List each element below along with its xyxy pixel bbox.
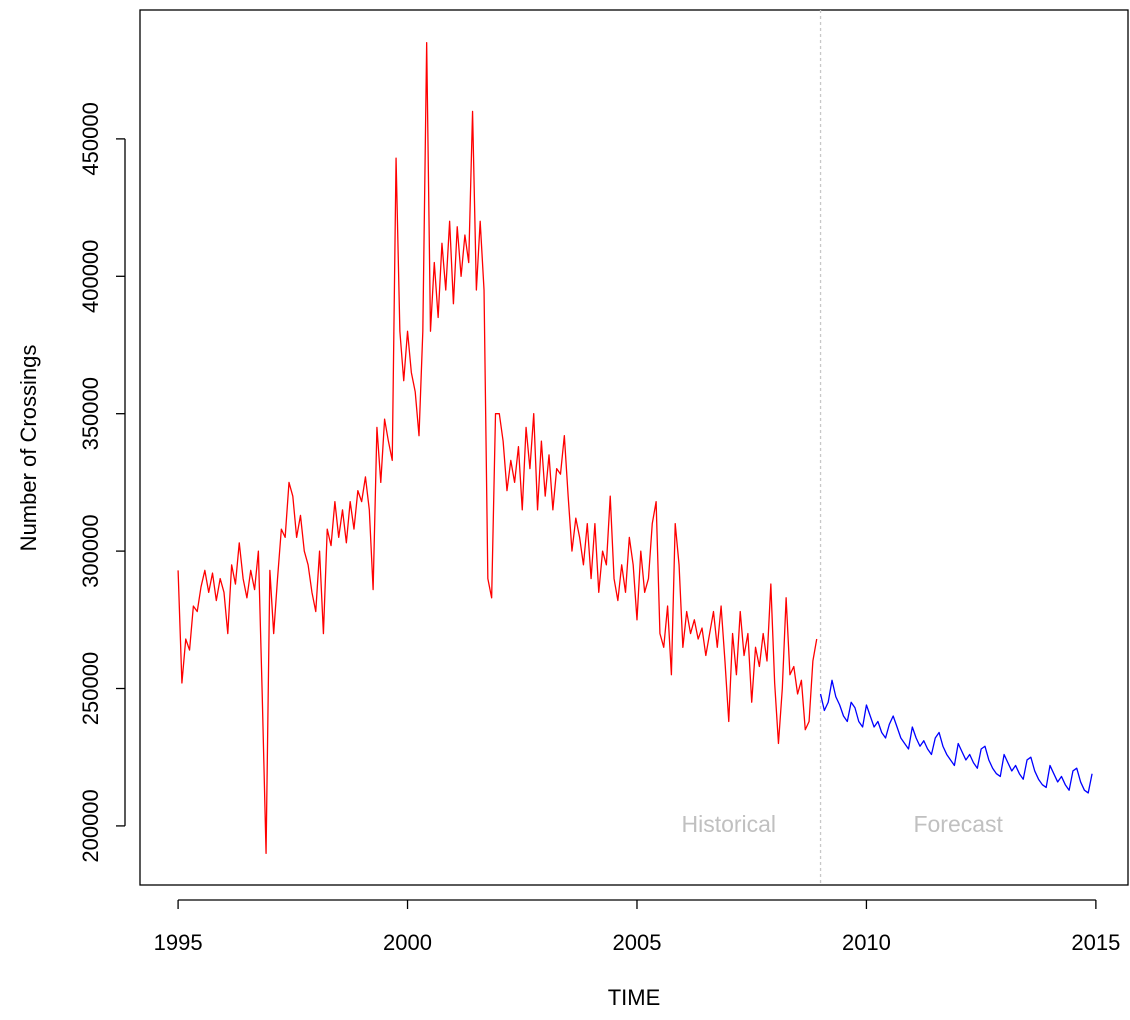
x-tick-label: 1995 bbox=[154, 930, 203, 955]
y-tick-label: 400000 bbox=[78, 240, 103, 313]
y-tick-label: 450000 bbox=[78, 102, 103, 175]
series-line bbox=[177, 42, 818, 855]
y-tick-label: 350000 bbox=[78, 377, 103, 450]
x-tick-label: 2000 bbox=[383, 930, 432, 955]
plot-box bbox=[139, 9, 1129, 886]
annotation: Historical bbox=[681, 811, 776, 837]
x-axis-title: TIME bbox=[608, 985, 661, 1010]
y-tick-label: 250000 bbox=[78, 652, 103, 725]
series-line bbox=[819, 679, 1093, 794]
y-axis-title: Number of Crossings bbox=[16, 345, 41, 552]
x-tick-label: 2010 bbox=[842, 930, 891, 955]
annotation: Forecast bbox=[913, 811, 1003, 837]
x-tick-label: 2015 bbox=[1071, 930, 1120, 955]
x-tick-label: 2005 bbox=[613, 930, 662, 955]
y-tick-label: 200000 bbox=[78, 789, 103, 862]
y-tick-label: 300000 bbox=[78, 514, 103, 587]
